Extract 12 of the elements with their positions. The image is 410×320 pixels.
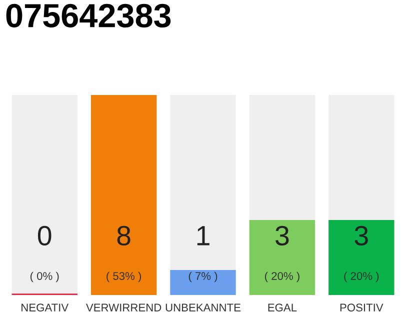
x-tick-label: EGAL (268, 304, 297, 312)
x-tick-label: VERWIRREND (86, 304, 162, 312)
x-tick-label: NEGATIV (22, 304, 69, 312)
data-label: 1 ( 7% ) (188, 226, 218, 282)
data-label: 8 ( 53% ) (106, 226, 142, 282)
data-label: 3 ( 20% ) (264, 226, 300, 282)
x-tick-label: UNBEKANNTE (166, 304, 240, 312)
data-label: 0 ( 0% ) (30, 226, 59, 282)
chart-title: 075642383 (6, 4, 171, 28)
data-label: 3 ( 20% ) (344, 226, 379, 282)
bar (170, 270, 236, 295)
x-tick-label: POSITIV (340, 304, 384, 312)
